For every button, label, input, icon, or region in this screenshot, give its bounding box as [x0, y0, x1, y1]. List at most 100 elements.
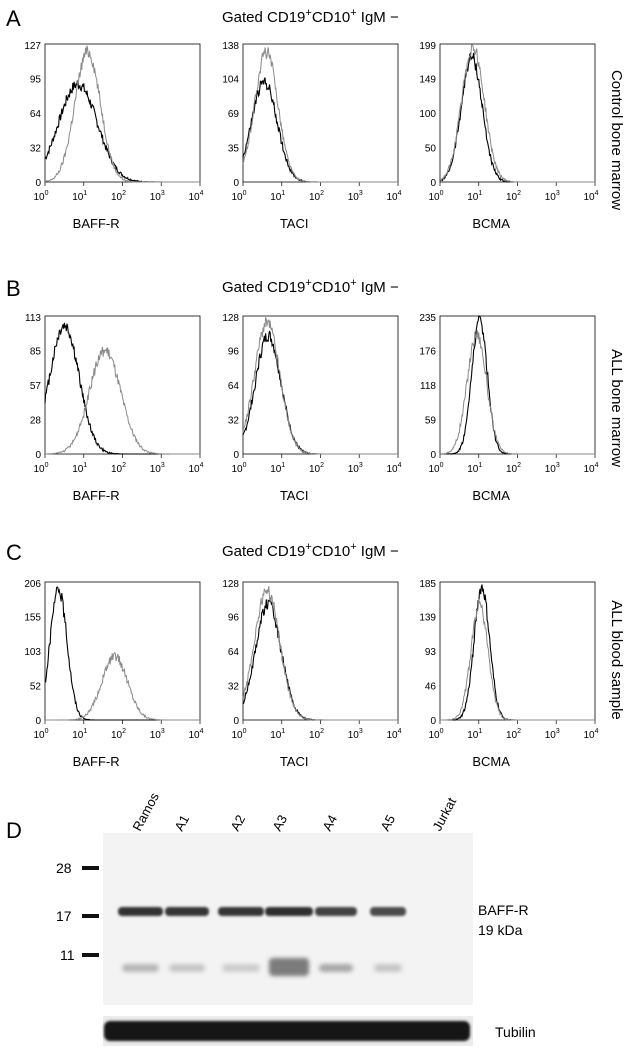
x-tick-label: 100 — [231, 462, 246, 475]
lane-label-a1: A1 — [171, 812, 192, 833]
y-tick-label: 155 — [24, 613, 41, 624]
y-tick-label: 127 — [24, 41, 41, 52]
y-tick-label: 104 — [222, 75, 239, 86]
y-tick-label: 28 — [30, 416, 42, 427]
baffr-band — [370, 907, 406, 916]
x-tick-label: 103 — [150, 190, 165, 203]
x-axis-label: TACI — [280, 488, 309, 503]
panel-row-b: B Gated CD19+CD10+ IgM − ALL bone marrow — [6, 276, 625, 467]
x-tick-label: 103 — [545, 462, 560, 475]
plot-frame — [44, 315, 201, 455]
histogram-series-gray — [440, 599, 595, 721]
y-tick-label: 0 — [233, 178, 239, 189]
marker-label-11: 11 — [60, 947, 75, 963]
y-tick-label: 113 — [25, 313, 41, 324]
x-tick-label: 101 — [467, 728, 482, 741]
y-tick-label: 96 — [228, 347, 240, 358]
y-tick-label: 0 — [35, 450, 41, 461]
x-tick-label: 104 — [386, 728, 401, 741]
marker-label-17: 17 — [56, 908, 72, 924]
low-mw-band — [122, 964, 159, 972]
blot-membrane — [103, 833, 473, 1005]
y-tick-label: 32 — [30, 144, 42, 155]
blot-bands — [118, 907, 406, 976]
y-tick-label: 0 — [430, 450, 436, 461]
y-tick-label: 100 — [419, 109, 436, 120]
y-tick-label: 69 — [228, 109, 240, 120]
low-mw-band — [169, 964, 205, 972]
y-tick-label: 176 — [419, 347, 436, 358]
y-tick-label: 0 — [233, 716, 239, 727]
x-tick-label: 102 — [111, 190, 126, 203]
x-tick-label: 102 — [506, 462, 521, 475]
y-tick-label: 0 — [35, 716, 41, 727]
low-mw-band — [269, 958, 309, 976]
x-axis-label: TACI — [280, 754, 309, 769]
marker-label-28: 28 — [56, 860, 72, 876]
low-mw-band — [222, 964, 260, 972]
x-tick-label: 100 — [33, 462, 48, 475]
y-tick-label: 0 — [35, 178, 41, 189]
y-tick-label: 64 — [228, 647, 240, 658]
gating-title-c: Gated CD19+CD10+ IgM − — [222, 541, 399, 560]
y-tick-label: 0 — [430, 178, 436, 189]
y-tick-label: 93 — [425, 647, 437, 658]
x-tick-label: 104 — [386, 462, 401, 475]
x-tick-label: 104 — [583, 728, 598, 741]
x-axis-label: TACI — [280, 216, 309, 231]
y-tick-label: 32 — [228, 416, 240, 427]
panel-row-a: A Gated CD19+CD10+ IgM − Control bone ma… — [6, 6, 625, 210]
x-tick-label: 104 — [188, 462, 203, 475]
x-tick-label: 104 — [583, 190, 598, 203]
lane-label-a2: A2 — [227, 812, 248, 833]
panel-letter-c: C — [6, 540, 22, 565]
plot-frame — [439, 43, 596, 183]
histogram-series-gray — [44, 45, 200, 183]
x-tick-label: 100 — [428, 728, 443, 741]
y-tick-label: 103 — [24, 647, 41, 658]
x-tick-label: 103 — [150, 462, 165, 475]
histogram-series-black — [242, 77, 398, 183]
y-tick-label: 85 — [30, 347, 42, 358]
x-axis-label: BAFF-R — [73, 216, 120, 231]
x-tick-label: 101 — [270, 462, 285, 475]
y-tick-label: 0 — [233, 450, 239, 461]
y-tick-label: 199 — [419, 41, 436, 52]
x-axis-label: BAFF-R — [73, 754, 120, 769]
x-tick-label: 100 — [231, 728, 246, 741]
x-tick-label: 101 — [270, 190, 285, 203]
baffr-band — [265, 907, 313, 916]
y-tick-label: 96 — [228, 613, 240, 624]
x-tick-label: 104 — [386, 190, 401, 203]
y-tick-label: 185 — [419, 579, 436, 590]
tubulin-band — [104, 1021, 470, 1041]
x-tick-label: 103 — [348, 190, 363, 203]
baffr-band — [165, 907, 209, 916]
x-tick-label: 104 — [188, 190, 203, 203]
y-tick-label: 206 — [24, 579, 41, 590]
x-tick-label: 104 — [188, 728, 203, 741]
histogram-series-gray — [242, 316, 398, 455]
x-tick-label: 102 — [111, 462, 126, 475]
x-tick-label: 102 — [309, 190, 324, 203]
y-tick-label: 59 — [425, 416, 437, 427]
panel-letter-d: D — [6, 818, 22, 843]
y-tick-label: 50 — [425, 144, 437, 155]
y-tick-label: 118 — [420, 381, 436, 392]
lane-label-jurkat: Jurkat — [429, 795, 459, 834]
panel-letter-a: A — [6, 6, 21, 31]
band-label-baffr: BAFF-R — [478, 902, 529, 918]
histogram-series-black — [44, 322, 200, 455]
x-tick-label: 101 — [270, 728, 285, 741]
x-tick-label: 103 — [545, 728, 560, 741]
panel-letter-b: B — [6, 276, 21, 301]
panel-row-c: C Gated CD19+CD10+ IgM − ALL blood sampl… — [6, 540, 625, 720]
y-tick-label: 35 — [228, 144, 240, 155]
